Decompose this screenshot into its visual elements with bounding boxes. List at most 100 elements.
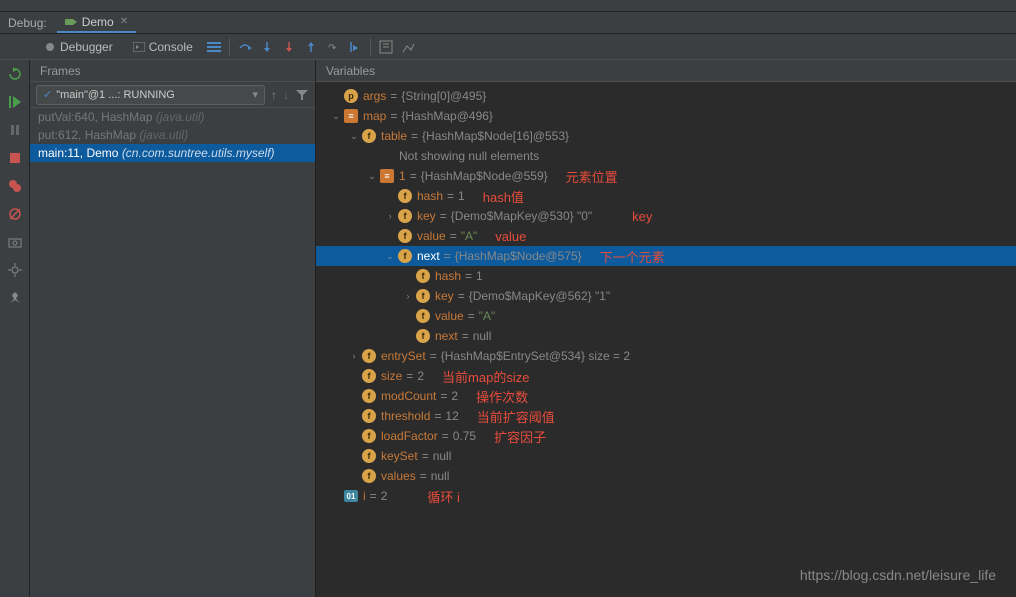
step-over-icon[interactable] [234, 36, 256, 58]
annotation: 下一个元素 [600, 247, 665, 266]
type-badge: f [362, 429, 376, 443]
force-step-into-icon[interactable] [278, 36, 300, 58]
variable-row[interactable]: ⌄≡map = {HashMap@496} [316, 106, 1016, 126]
variable-row[interactable]: ·fthreshold = 12当前扩容阈值 [316, 406, 1016, 426]
dropdown-icon: ▾ [252, 88, 258, 101]
bug-icon [44, 42, 56, 52]
evaluate-icon[interactable] [375, 36, 397, 58]
var-value: 1 [458, 189, 465, 203]
filter-icon[interactable] [295, 89, 309, 101]
threads-icon[interactable] [203, 36, 225, 58]
equals: = [420, 469, 427, 483]
stack-frame[interactable]: main:11, Demo (cn.com.suntree.utils.myse… [30, 144, 315, 162]
console-tab[interactable]: Console [123, 38, 203, 56]
equals: = [440, 389, 447, 403]
variable-row[interactable]: ›fentrySet = {HashMap$EntrySet@534} size… [316, 346, 1016, 366]
watermark: https://blog.csdn.net/leisure_life [800, 567, 996, 583]
variables-tree[interactable]: ·pargs = {String[0]@495}⌄≡map = {HashMap… [316, 82, 1016, 597]
equals: = [422, 449, 429, 463]
pause-icon[interactable] [5, 120, 25, 140]
step-out-icon[interactable] [300, 36, 322, 58]
frames-toolbar: ✓ "main"@1 ...: RUNNING ▾ ↑ ↓ [30, 82, 315, 108]
equals: = [440, 209, 447, 223]
expand-arrow[interactable]: › [384, 210, 396, 222]
variable-row[interactable]: ›fkey = {Demo$MapKey@562} "1" [316, 286, 1016, 306]
variable-row[interactable]: ⌄ftable = {HashMap$Node[16]@553} [316, 126, 1016, 146]
equals: = [462, 329, 469, 343]
variable-row[interactable]: ·fvalue = "A" [316, 306, 1016, 326]
equals: = [450, 229, 457, 243]
var-value: null [431, 469, 450, 483]
type-badge: f [416, 289, 430, 303]
var-value: {HashMap$EntrySet@534} size = 2 [441, 349, 630, 363]
expand-arrow[interactable]: ⌄ [384, 250, 396, 262]
var-name: key [435, 289, 454, 303]
var-value: 1 [476, 269, 483, 283]
type-badge: f [362, 469, 376, 483]
mute-breakpoints-icon[interactable] [5, 204, 25, 224]
debug-bar: Debug: Demo ✕ [0, 12, 1016, 34]
expand-arrow[interactable]: ⌄ [348, 130, 360, 142]
var-value: {Demo$MapKey@530} "0" [451, 209, 592, 223]
drop-frame-icon[interactable]: ↷ [322, 36, 344, 58]
svg-text:↷: ↷ [328, 43, 337, 54]
var-name: modCount [381, 389, 436, 403]
stop-icon[interactable] [5, 148, 25, 168]
expand-arrow[interactable]: › [348, 350, 360, 362]
annotation: 当前扩容阈值 [477, 407, 555, 426]
var-value: Not showing null elements [399, 149, 539, 163]
settings-icon[interactable] [5, 260, 25, 280]
type-badge: f [398, 229, 412, 243]
run-to-cursor-icon[interactable] [344, 36, 366, 58]
var-value: "A" [461, 229, 478, 243]
variable-row[interactable]: ·fmodCount = 2操作次数 [316, 386, 1016, 406]
variable-row[interactable]: ·floadFactor = 0.75扩容因子 [316, 426, 1016, 446]
debugger-tab[interactable]: Debugger [34, 38, 123, 56]
variable-row[interactable]: ⌄fnext = {HashMap$Node@575}下一个元素 [316, 246, 1016, 266]
var-value: {String[0]@495} [401, 89, 486, 103]
type-badge: ≡ [344, 109, 358, 123]
type-badge: f [398, 209, 412, 223]
variable-row[interactable]: ·fsize = 2当前map的size [316, 366, 1016, 386]
variable-row[interactable]: ·fvalue = "A"value [316, 226, 1016, 246]
tab-title: Demo [82, 15, 114, 29]
trace-icon[interactable] [397, 36, 419, 58]
snapshot-icon[interactable] [5, 232, 25, 252]
resume-icon[interactable] [5, 92, 25, 112]
equals: = [458, 289, 465, 303]
pin-icon[interactable] [5, 288, 25, 308]
var-value: 2 [451, 389, 458, 403]
var-name: next [435, 329, 458, 343]
variable-row[interactable]: ·01i = 2循环 i [316, 486, 1016, 506]
variable-row[interactable]: ·pargs = {String[0]@495} [316, 86, 1016, 106]
stack-frame[interactable]: put:612, HashMap (java.util) [30, 126, 315, 144]
rerun-icon[interactable] [5, 64, 25, 84]
variable-row[interactable]: ·fhash = 1 [316, 266, 1016, 286]
variable-row[interactable]: ·fkeySet = null [316, 446, 1016, 466]
stack-frame[interactable]: putVal:640, HashMap (java.util) [30, 108, 315, 126]
expand-arrow[interactable]: › [402, 290, 414, 302]
prev-frame-icon[interactable]: ↑ [271, 88, 277, 102]
frames-list[interactable]: putVal:640, HashMap (java.util)put:612, … [30, 108, 315, 597]
step-into-icon[interactable] [256, 36, 278, 58]
type-badge: f [362, 129, 376, 143]
close-icon[interactable]: ✕ [120, 16, 128, 27]
var-name: values [381, 469, 416, 483]
expand-arrow[interactable]: ⌄ [330, 110, 342, 122]
var-value: 2 [381, 489, 388, 503]
variable-row[interactable]: ›fkey = {Demo$MapKey@530} "0"key [316, 206, 1016, 226]
thread-selector[interactable]: ✓ "main"@1 ...: RUNNING ▾ [36, 85, 265, 105]
equals: = [465, 269, 472, 283]
variable-row[interactable]: ·fhash = 1hash值 [316, 186, 1016, 206]
variables-panel: Variables ·pargs = {String[0]@495}⌄≡map … [316, 60, 1016, 597]
variable-row[interactable]: ⌄≡1 = {HashMap$Node@559}元素位置 [316, 166, 1016, 186]
run-config-icon [65, 17, 77, 27]
next-frame-icon[interactable]: ↓ [283, 88, 289, 102]
tab-demo[interactable]: Demo ✕ [57, 13, 136, 33]
variable-row[interactable]: ·Not showing null elements [316, 146, 1016, 166]
left-rail [0, 60, 30, 597]
variable-row[interactable]: ·fvalues = null [316, 466, 1016, 486]
breakpoints-icon[interactable] [5, 176, 25, 196]
variable-row[interactable]: ·fnext = null [316, 326, 1016, 346]
expand-arrow[interactable]: ⌄ [366, 170, 378, 182]
